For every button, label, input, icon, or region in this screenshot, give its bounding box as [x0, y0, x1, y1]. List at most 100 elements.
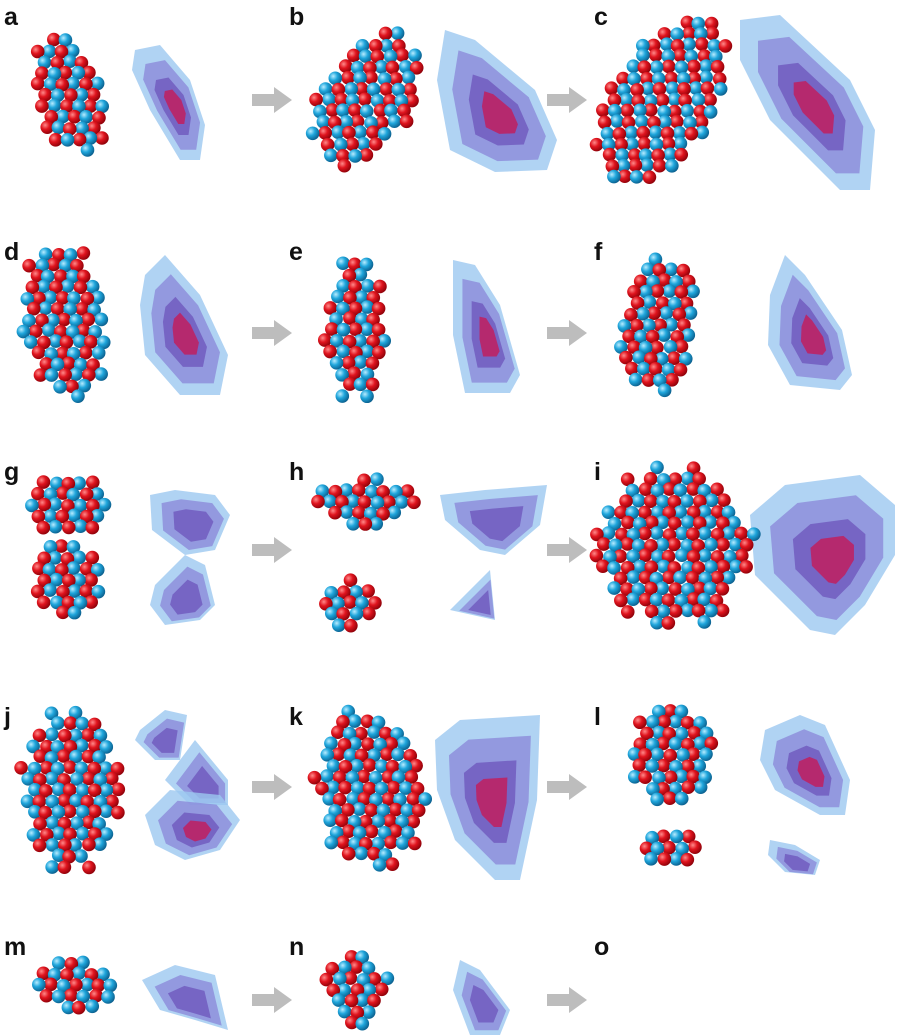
- atom: [642, 295, 657, 309]
- atom: [63, 248, 78, 262]
- atom: [678, 93, 692, 108]
- atom: [661, 49, 676, 63]
- atom: [368, 137, 383, 151]
- atom: [309, 92, 323, 107]
- atom: [597, 115, 612, 130]
- atom: [31, 509, 46, 524]
- atom: [63, 716, 78, 730]
- atom: [655, 581, 670, 596]
- atom: [647, 306, 661, 320]
- hull-core: [793, 80, 835, 134]
- atom: [346, 792, 360, 806]
- atom: [96, 967, 110, 982]
- atom: [693, 27, 708, 41]
- atom: [655, 515, 670, 530]
- atom: [79, 109, 93, 124]
- atom: [596, 559, 610, 573]
- atom: [72, 99, 86, 114]
- atom: [355, 950, 369, 964]
- atom: [65, 43, 80, 58]
- atom: [366, 334, 380, 349]
- atom: [93, 837, 107, 851]
- atom: [75, 804, 90, 819]
- atom: [661, 616, 676, 630]
- atom: [656, 782, 670, 796]
- atom: [364, 803, 379, 817]
- atom: [663, 340, 678, 354]
- atom: [320, 769, 334, 783]
- atom: [631, 493, 646, 508]
- atom: [613, 549, 628, 564]
- atom: [58, 838, 72, 852]
- atom: [409, 758, 423, 773]
- atom: [348, 279, 362, 294]
- atom: [697, 526, 712, 541]
- atom: [360, 279, 375, 293]
- atom: [638, 770, 652, 785]
- atom: [378, 26, 393, 41]
- atom: [99, 804, 113, 818]
- atom: [607, 169, 621, 184]
- hull-core: [183, 820, 212, 842]
- panel: a: [4, 3, 205, 160]
- atom: [98, 761, 113, 775]
- hull-core: [479, 316, 500, 357]
- panel-label: o: [594, 933, 609, 961]
- atom: [362, 983, 376, 997]
- atom: [369, 517, 384, 531]
- atom: [79, 487, 94, 502]
- panel: e: [289, 238, 520, 404]
- atom: [51, 782, 66, 797]
- atom: [657, 328, 671, 342]
- atom: [395, 48, 409, 62]
- atom: [673, 570, 687, 585]
- atom: [693, 736, 707, 751]
- atom: [354, 290, 369, 304]
- atom: [627, 770, 642, 784]
- atom: [76, 989, 91, 1004]
- atom: [36, 520, 51, 535]
- atom: [79, 584, 93, 598]
- atom: [57, 728, 72, 743]
- atom: [355, 596, 369, 610]
- atom: [54, 44, 69, 59]
- atom: [322, 792, 336, 806]
- atom: [307, 770, 322, 785]
- arrow: [252, 537, 292, 563]
- atom: [368, 770, 383, 785]
- atom: [85, 279, 100, 294]
- atom: [62, 804, 77, 819]
- atom: [90, 487, 105, 501]
- atom: [610, 114, 624, 128]
- atom: [645, 759, 659, 773]
- atom: [32, 838, 47, 853]
- atom: [82, 860, 96, 875]
- atom: [602, 147, 617, 162]
- atom: [28, 324, 43, 339]
- atom: [664, 317, 678, 332]
- atom: [324, 736, 338, 751]
- atom: [50, 357, 65, 372]
- atom: [674, 285, 689, 299]
- hull-inner: [469, 506, 524, 542]
- atom: [384, 737, 398, 751]
- atom: [47, 32, 61, 47]
- atom: [56, 749, 71, 763]
- atom: [68, 705, 83, 720]
- atom: [38, 301, 53, 315]
- atom: [66, 561, 81, 575]
- atom: [668, 714, 683, 729]
- atom: [716, 537, 730, 552]
- atom: [335, 389, 350, 403]
- atom: [695, 125, 710, 140]
- atom: [83, 131, 98, 145]
- atom: [325, 961, 340, 976]
- atom: [28, 782, 42, 797]
- atom: [640, 726, 654, 741]
- atom: [616, 158, 631, 173]
- atom: [650, 284, 665, 298]
- atom: [637, 60, 652, 75]
- atom: [346, 494, 360, 508]
- atom: [681, 328, 696, 342]
- panel: j: [3, 703, 240, 875]
